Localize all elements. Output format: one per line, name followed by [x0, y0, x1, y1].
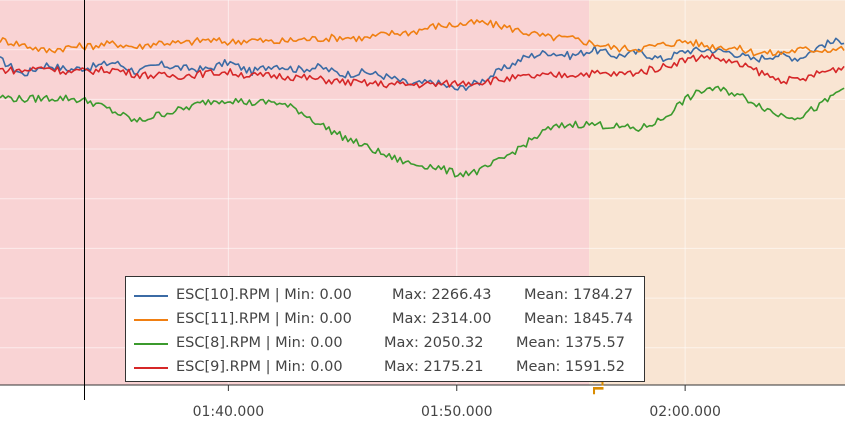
legend-entry-0[interactable]: ESC[10].RPM | Min: 0.00 Max: 2266.43 Mean:…: [134, 285, 644, 309]
legend-label: ESC[10].RPM | Min: 0.00: [176, 287, 352, 303]
series-line-3: [0, 53, 845, 89]
legend-swatch: [134, 295, 168, 297]
x-tick-label-1: 01:50.000: [421, 404, 493, 420]
legend: ESC[10].RPM | Min: 0.00 Max: 2266.43 Mean:…: [125, 276, 645, 382]
legend-label: ESC[8].RPM | Min: 0.00: [176, 335, 343, 351]
x-axis-ticks: 01:40.000 01:50.000 02:00.000: [193, 385, 721, 420]
legend-max: Max: 2314.00: [392, 311, 492, 327]
x-tick-label-0: 01:40.000: [193, 404, 265, 420]
legend-swatch: [134, 319, 168, 321]
legend-entry-1[interactable]: ESC[11].RPM | Min: 0.00 Max: 2314.00 Mean:…: [134, 309, 644, 333]
series-line-0: [0, 37, 845, 91]
legend-mean: Mean: 1845.74: [524, 311, 633, 327]
legend-label: ESC[9].RPM | Min: 0.00: [176, 359, 343, 375]
legend-swatch: [134, 367, 168, 369]
legend-mean: Mean: 1784.27: [524, 287, 633, 303]
series-lines: [0, 19, 845, 178]
legend-entry-3[interactable]: ESC[9].RPM | Min: 0.00 Max: 2175.21 Mean: …: [134, 357, 644, 381]
legend-swatch: [134, 343, 168, 345]
legend-max: Max: 2266.43: [392, 287, 492, 303]
x-tick-label-2: 02:00.000: [649, 404, 721, 420]
legend-mean: Mean: 1375.57: [516, 335, 625, 351]
series-line-2: [0, 85, 845, 178]
legend-entry-2[interactable]: ESC[8].RPM | Min: 0.00 Max: 2050.32 Mean: …: [134, 333, 644, 357]
series-line-1: [0, 19, 845, 57]
legend-label: ESC[11].RPM | Min: 0.00: [176, 311, 352, 327]
legend-max: Max: 2050.32: [384, 335, 484, 351]
legend-max: Max: 2175.21: [384, 359, 484, 375]
legend-mean: Mean: 1591.52: [516, 359, 625, 375]
